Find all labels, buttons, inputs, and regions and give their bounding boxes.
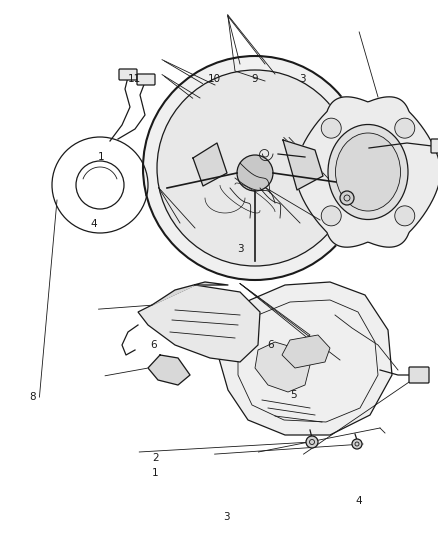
Circle shape	[340, 191, 354, 205]
Text: 11: 11	[128, 74, 141, 84]
Circle shape	[352, 439, 362, 449]
Polygon shape	[255, 342, 310, 392]
Circle shape	[395, 206, 415, 226]
Polygon shape	[193, 143, 227, 186]
FancyBboxPatch shape	[137, 74, 155, 85]
Text: 10: 10	[208, 74, 221, 84]
FancyBboxPatch shape	[431, 139, 438, 153]
Text: 3: 3	[237, 245, 244, 254]
Text: 5: 5	[290, 391, 297, 400]
Text: 6: 6	[267, 341, 274, 350]
Text: 1: 1	[97, 152, 104, 162]
Ellipse shape	[328, 125, 408, 220]
Ellipse shape	[336, 133, 400, 211]
Polygon shape	[283, 140, 323, 190]
Text: 1: 1	[152, 469, 159, 478]
Polygon shape	[296, 97, 438, 247]
Text: 8: 8	[29, 392, 36, 402]
Circle shape	[237, 155, 273, 191]
Polygon shape	[148, 355, 190, 385]
Text: 6: 6	[150, 341, 157, 350]
Polygon shape	[218, 282, 392, 435]
Polygon shape	[152, 282, 228, 305]
Text: 3: 3	[299, 74, 306, 84]
Text: 3: 3	[223, 512, 230, 522]
FancyBboxPatch shape	[409, 367, 429, 383]
Circle shape	[321, 118, 341, 138]
Circle shape	[306, 436, 318, 448]
Text: 4: 4	[356, 496, 363, 506]
Polygon shape	[138, 285, 260, 362]
Polygon shape	[282, 335, 330, 368]
Text: 4: 4	[91, 219, 98, 229]
Circle shape	[395, 118, 415, 138]
Circle shape	[321, 206, 341, 226]
Text: 2: 2	[152, 454, 159, 463]
Circle shape	[143, 56, 367, 280]
FancyBboxPatch shape	[119, 69, 137, 80]
Circle shape	[157, 70, 353, 266]
Text: 9: 9	[251, 74, 258, 84]
